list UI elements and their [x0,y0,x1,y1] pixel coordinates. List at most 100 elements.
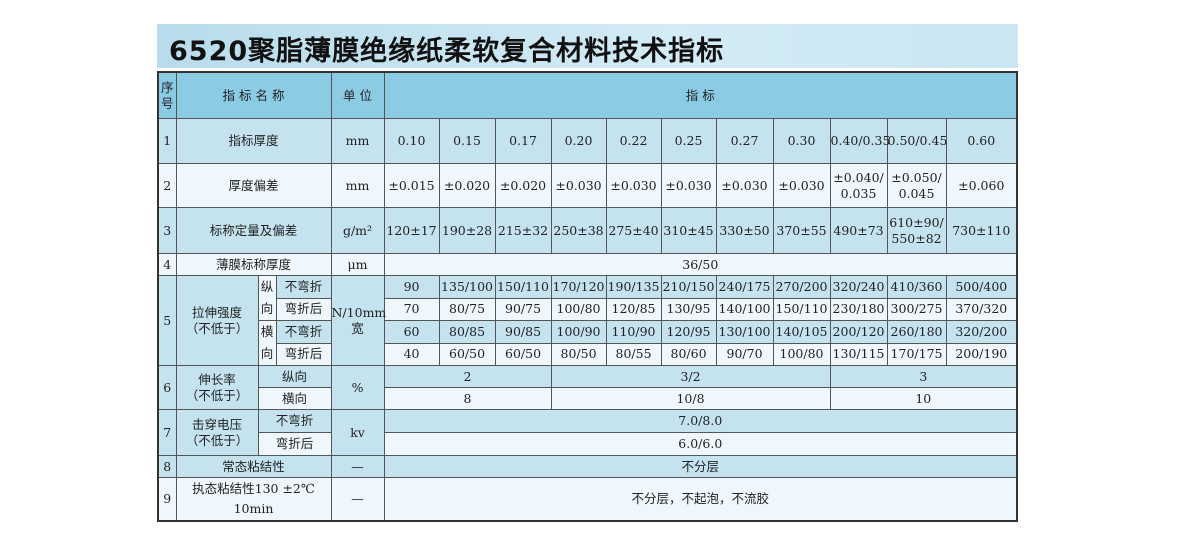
row-name: 厚度偏差 [175,163,332,208]
table-row: 弯折后 40 60/50 60/50 80/50 80/55 80/60 90/70 100/8… [158,342,1018,366]
value-cell: 260/180 [886,320,947,344]
value-cell: ±0.030 [772,163,831,208]
sub-label: 纵向 [257,365,332,388]
value-cell: 370±55 [772,207,831,254]
value-cell: 140/100 [715,297,774,321]
value-cell: 36/50 [383,253,1018,276]
value-cell: 0.25 [660,118,717,164]
value-cell: 170/120 [550,275,607,299]
sub-label: 弯折后 [275,297,332,321]
value-cell: 不分层，不起泡，不流胶 [383,477,1018,521]
value-cell: ±0.050/ 0.045 [886,163,947,208]
row-name: 击穿电压 （不低于） [175,409,259,456]
table-row: 1 指标厚度 mm 0.10 0.15 0.17 0.20 0.22 0.25 0.27 0.30 0… [157,118,1018,164]
value-cell: 80/55 [605,342,662,366]
value-cell: ±0.030 [660,163,717,208]
value-cell: ±0.060 [945,163,1018,208]
row-name: 拉伸强度 （不低于） [175,275,259,366]
header-row: 序 号指 标 名 称单 位指 标 [157,71,1018,119]
value-cell: 310±45 [660,207,717,254]
value-cell: 215±32 [494,207,552,254]
value-cell: 270/200 [772,275,831,299]
value-cell: 40 [383,342,440,366]
value-cell: 3/2 [550,365,831,388]
value-cell: 130/95 [660,297,717,321]
value-cell: 410/360 [886,275,947,299]
row-unit: mm [330,118,385,164]
value-cell: 90/75 [494,297,552,321]
row-number: 4 [157,253,177,276]
value-cell: 120±17 [383,207,440,254]
value-cell: 610±90/ 550±82 [886,207,947,254]
sub-label: 弯折后 [257,432,332,456]
value-cell: 140/105 [772,320,831,344]
value-cell: 330±50 [715,207,774,254]
value-cell: ±0.030 [605,163,662,208]
value-cell: 90/70 [715,342,774,366]
value-cell: 0.17 [494,118,552,164]
row-name: 执态粘结性130 ±2℃ 10min [175,477,332,521]
value-cell: 0.10 [383,118,440,164]
value-cell: 190/135 [605,275,662,299]
direction-label: 纵 向 [257,275,277,321]
table-row: 横 向不弯折 60 80/85 90/85 100/90 110/90 120/95 130/… [158,320,1018,366]
value-cell: 0.27 [715,118,774,164]
value-cell: 500/400 [945,275,1018,299]
value-cell: ±0.030 [550,163,607,208]
sub-label: 横向 [257,387,332,410]
value-cell: 150/110 [494,275,552,299]
row-unit: mm [330,163,385,208]
direction-label: 横 向 [257,320,277,366]
value-cell: 90/85 [494,320,552,344]
row-number: 6 [157,365,177,410]
table-row: 9 执态粘结性130 ±2℃ 10min — 不分层，不起泡，不流胶 [157,477,1018,521]
value-cell: 60/50 [494,342,552,366]
sub-label: 弯折后 [275,342,332,366]
value-cell: 80/60 [660,342,717,366]
value-cell: ±0.040/ 0.035 [829,163,888,208]
table-row: 8 常态粘结性 — 不分层 [157,455,1018,478]
row-number: 3 [157,207,177,254]
value-cell: 0.40/0.35 [829,118,890,164]
value-cell: 190±28 [438,207,496,254]
sub-label: 不弯折 [275,275,332,299]
table-row: 3 标称定量及偏差 g/m² 120±17 190±28 215±32 250±38 275±… [157,207,1018,254]
row-unit: kv [330,409,385,456]
header-values: 指 标 [383,71,1018,119]
table-row: 弯折后 70 80/75 90/75 100/80 120/85 130/95 140/100… [158,297,1018,321]
value-cell: 240/175 [715,275,774,299]
value-cell: 100/80 [550,297,607,321]
value-cell: 2 [383,365,552,388]
page-title: 6520聚脂薄膜绝缘纸柔软复合材料技术指标 [169,36,725,67]
value-cell: 0.15 [438,118,496,164]
row-number: 8 [157,455,177,478]
value-cell: 130/100 [715,320,774,344]
header-unit: 单 位 [330,71,385,119]
row-number: 7 [157,409,177,456]
sub-label: 不弯折 [257,409,332,433]
value-cell: 3 [829,365,1018,388]
table-row: 4 薄膜标称厚度 μm 36/50 [157,253,1018,276]
value-cell: 730±110 [945,207,1018,254]
row-unit: % [330,365,385,410]
table-row: 7 击穿电压 （不低于） 不弯折 kv 7.0/8.0 [157,409,1018,456]
row-name: 薄膜标称厚度 [175,253,332,276]
value-cell: 100/90 [550,320,607,344]
value-cell: 10/8 [550,387,831,410]
value-cell: 80/50 [550,342,607,366]
value-cell: 300/275 [886,297,947,321]
value-cell: ±0.020 [494,163,552,208]
sub-label: 不弯折 [275,320,332,344]
row-unit: μm [330,253,385,276]
row-number: 5 [157,275,177,366]
value-cell: 不分层 [383,455,1018,478]
row-name: 伸长率 （不低于） [175,365,259,410]
value-cell: 10 [829,387,1018,410]
value-cell: 100/80 [772,342,831,366]
value-cell: 0.20 [550,118,607,164]
table-row: 2 厚度偏差 mm ±0.015 ±0.020 ±0.020 ±0.030 ±0.030 ±0.… [157,163,1018,208]
value-cell: 7.0/8.0 [383,409,1018,433]
row-name: 常态粘结性 [175,455,332,478]
value-cell: 120/85 [605,297,662,321]
value-cell: 8 [383,387,552,410]
